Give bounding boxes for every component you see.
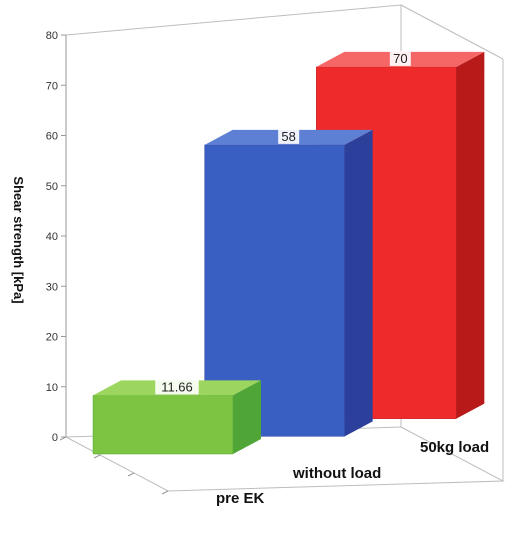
bar-side [456, 51, 485, 419]
data-label: 58 [281, 129, 295, 144]
category-label: without load [292, 465, 381, 482]
data-label: 70 [393, 51, 407, 66]
y-tick-label: 50 [46, 181, 58, 193]
y-tick-label: 80 [46, 30, 58, 42]
depth-tick-mark [59, 436, 67, 441]
right-top-edge [400, 4, 504, 60]
bars [92, 51, 485, 455]
y-tick-label: 60 [46, 131, 58, 143]
y-tick-label: 10 [46, 382, 58, 394]
data-labels: 70 58 11.66 [155, 50, 411, 395]
floor-edges [65, 426, 505, 492]
data-label-bg [278, 128, 300, 144]
depth-tick-mark [93, 454, 101, 459]
y-tick-label: 20 [46, 332, 58, 344]
depth-tick-mark [127, 472, 135, 477]
bar-side [344, 129, 373, 437]
bar-side [233, 380, 261, 454]
y-tick-label: 30 [46, 281, 58, 293]
data-label-bg [155, 379, 199, 395]
data-label-bg [389, 50, 411, 66]
data-label: 11.66 [161, 379, 193, 394]
y-tick-label: 70 [46, 80, 58, 92]
category-label: 50kg load [420, 439, 489, 456]
depth-tick-mark [161, 490, 169, 495]
y-tick-label: 40 [46, 231, 58, 243]
bar-front [92, 395, 234, 455]
y-axis-label: Shear strength [kPa] [11, 176, 26, 303]
category-label: pre EK [216, 490, 265, 507]
y-axis: 0 10 20 30 40 50 60 70 80 [46, 30, 169, 495]
y-tick-label: 0 [52, 432, 58, 444]
category-labels: 50kg load without load pre EK [216, 439, 489, 507]
